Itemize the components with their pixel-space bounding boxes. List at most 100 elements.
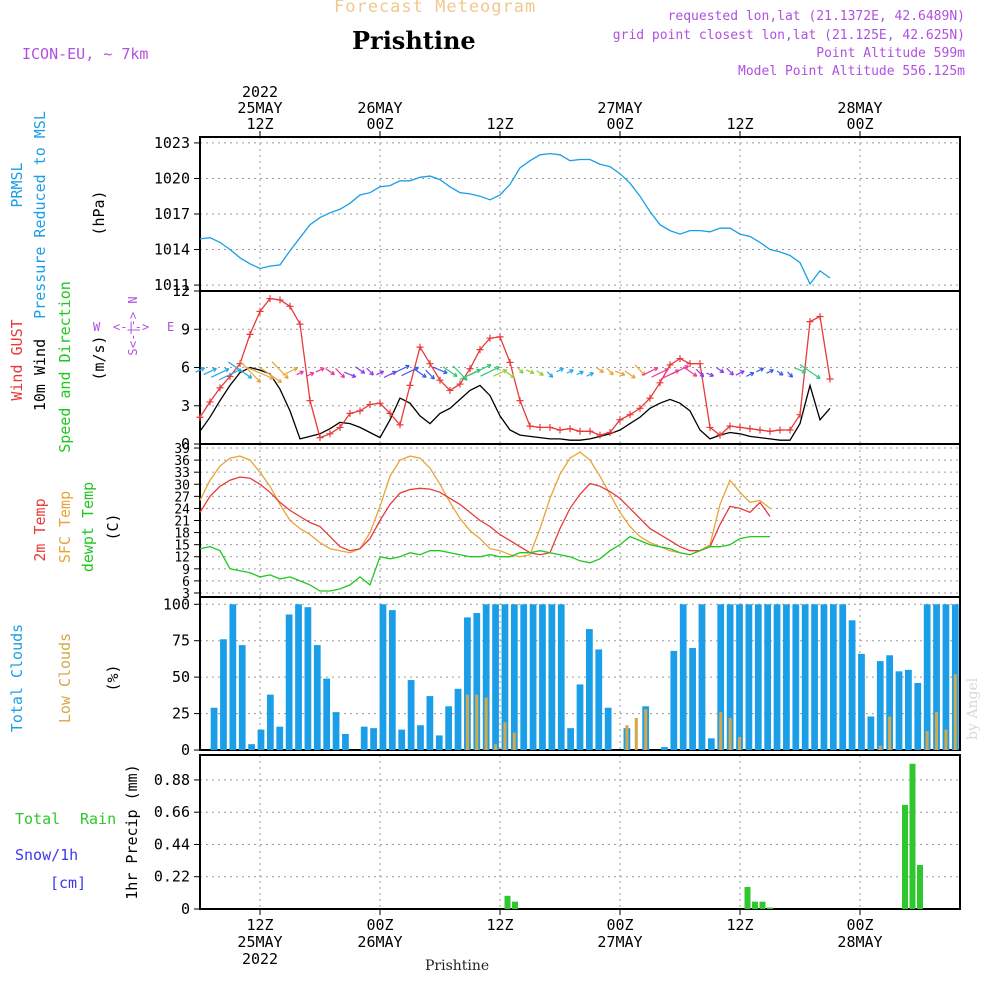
gust-marker [666, 361, 674, 369]
wind-direction-arrowhead [309, 371, 315, 377]
point-altitude: Point Altitude 599m [816, 46, 965, 61]
gust-marker [656, 379, 664, 387]
temperature-ytick-label: 15 [174, 539, 190, 554]
low-cloud-bar [925, 731, 929, 750]
top-axis-label: 27MAY [597, 99, 642, 117]
top-axis-label: 28MAY [837, 99, 882, 117]
wind-direction-arrowhead [519, 369, 524, 374]
wind-direction-arrowhead [486, 363, 492, 369]
wind-direction-arrowhead [529, 369, 535, 375]
total-cloud-bar [370, 728, 377, 750]
top-axis-label: 26MAY [357, 99, 402, 117]
gust-marker [246, 330, 254, 338]
gust-marker [616, 416, 624, 424]
total-cloud-bar [210, 707, 218, 750]
temperature-ytick-label: 3 [182, 587, 190, 602]
total-cloud-bar [360, 726, 368, 750]
wind-direction-arrowhead [801, 368, 807, 374]
wind-direction-arrow [325, 368, 335, 376]
total-cloud-bar [942, 604, 950, 750]
gust-marker [756, 426, 764, 434]
wind-direction-arrow [195, 367, 205, 373]
wind-label-10m: 10m Wind [31, 339, 49, 411]
total-cloud-bar [529, 604, 537, 750]
cloud-label-low: Low Clouds [56, 633, 74, 723]
gust-marker [826, 375, 834, 383]
total-cloud-bar [398, 729, 406, 750]
low-cloud-bar [634, 717, 638, 750]
total-cloud-bar [867, 716, 875, 750]
total-cloud-bar [764, 604, 772, 750]
wind-direction-arrowhead [778, 371, 784, 376]
wind-direction-arrow [766, 369, 774, 374]
total-cloud-bar [670, 650, 678, 750]
total-cloud-bar [435, 735, 443, 750]
total-cloud-bar [220, 639, 227, 750]
wind-direction-arrowhead [293, 367, 298, 372]
top-axis-label: 12Z [246, 115, 273, 133]
gust-marker [606, 429, 614, 437]
total-cloud-bar [726, 604, 734, 750]
gust-marker [316, 434, 324, 442]
total-cloud-bar [783, 604, 790, 750]
bottom-axis-label: 12Z [726, 916, 753, 934]
total-cloud-bar [313, 645, 321, 750]
gust-marker [686, 360, 694, 368]
wind-direction-arrowhead [360, 369, 366, 374]
wind-direction-arrowhead [453, 372, 458, 378]
wind-direction-arrow [239, 360, 261, 383]
wind-ytick-label: 3 [181, 397, 190, 415]
gust-marker [326, 430, 334, 438]
gust-marker [576, 427, 584, 435]
wind-direction-arrowhead [330, 370, 335, 376]
wind-ytick-label: 0 [181, 435, 190, 453]
temp-label-dewpoint: dewpt Temp [79, 482, 97, 572]
pressure-unit-label: (hPa) [90, 190, 108, 235]
grid-point-coords: grid point closest lon,lat (21.125E, 42.… [612, 28, 965, 43]
wind-direction-arrow [335, 368, 345, 379]
gust-marker [676, 355, 684, 363]
wind-direction-arrow [505, 371, 515, 378]
wind-legend-s: S [126, 348, 140, 355]
wind-direction-arrowhead [340, 373, 346, 379]
total-cloud-bar [876, 661, 884, 750]
low-cloud-bar [737, 736, 742, 750]
gust-marker [306, 397, 314, 405]
clouds-ytick-label: 100 [163, 595, 190, 613]
wind-direction-arrow [794, 367, 806, 374]
wind-direction-arrow [413, 368, 427, 378]
temperature-ytick-label: 36 [174, 454, 190, 469]
total-cloud-bar [482, 604, 490, 750]
wind-direction-arrowhead [569, 369, 574, 374]
low-cloud-bar [935, 712, 939, 750]
gust-marker [466, 365, 474, 373]
gust-marker [446, 386, 454, 394]
wind-direction-arrowhead [740, 370, 745, 375]
low-cloud-bar [719, 712, 723, 750]
model-altitude: Model Point Altitude 556.125m [738, 64, 965, 79]
temperature-ytick-label: 39 [174, 442, 190, 457]
wind-direction-arrowhead [502, 369, 508, 374]
bottom-axis-label: 00Z [366, 916, 393, 934]
wind-direction-arrow [271, 361, 289, 379]
bottom-axis-label: 27MAY [597, 933, 642, 951]
total-cloud-bar [717, 604, 725, 750]
wind-direction-arrowhead [709, 372, 714, 378]
gust-marker [776, 426, 784, 434]
gust-marker [276, 296, 284, 304]
total-cloud-bar [510, 604, 518, 750]
precip-bar [917, 865, 923, 909]
wind-direction-arrowhead [719, 368, 725, 374]
temperature-ytick-label: 27 [174, 490, 190, 505]
precip-bar [767, 907, 773, 909]
top-axis-label: 25MAY [237, 99, 282, 117]
wind-direction-arrowhead [599, 368, 605, 374]
wind-ytick-label: 12 [172, 282, 190, 300]
wind-direction-arrowhead [351, 373, 357, 378]
bottom-axis-label: 12Z [486, 916, 513, 934]
gust-marker [586, 427, 594, 435]
wind-direction-arrowhead [729, 370, 734, 376]
temperature-ytick-label: 6 [182, 575, 190, 590]
wind-direction-arrowhead [539, 371, 544, 376]
total-cloud-bar [492, 604, 499, 750]
